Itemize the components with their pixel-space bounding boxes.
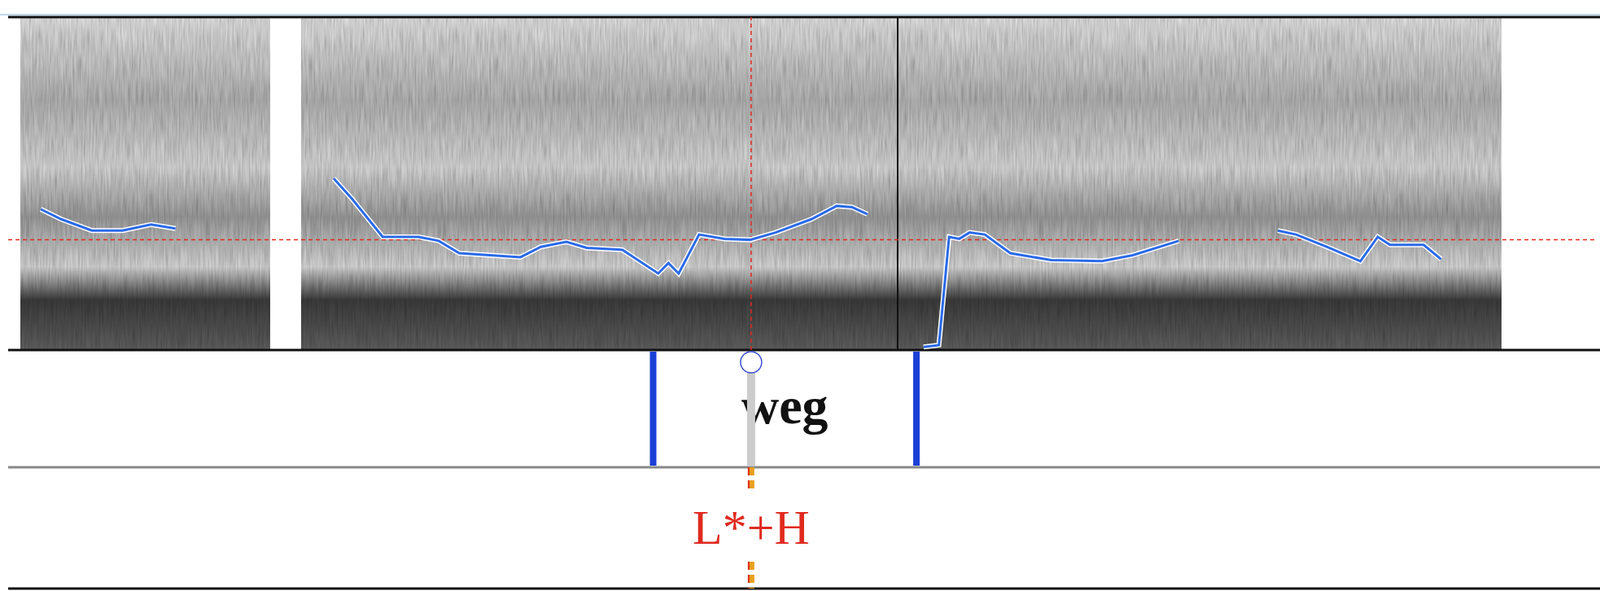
svg-text:L*+H: L*+H	[692, 500, 810, 555]
svg-text:weg: weg	[741, 376, 829, 435]
